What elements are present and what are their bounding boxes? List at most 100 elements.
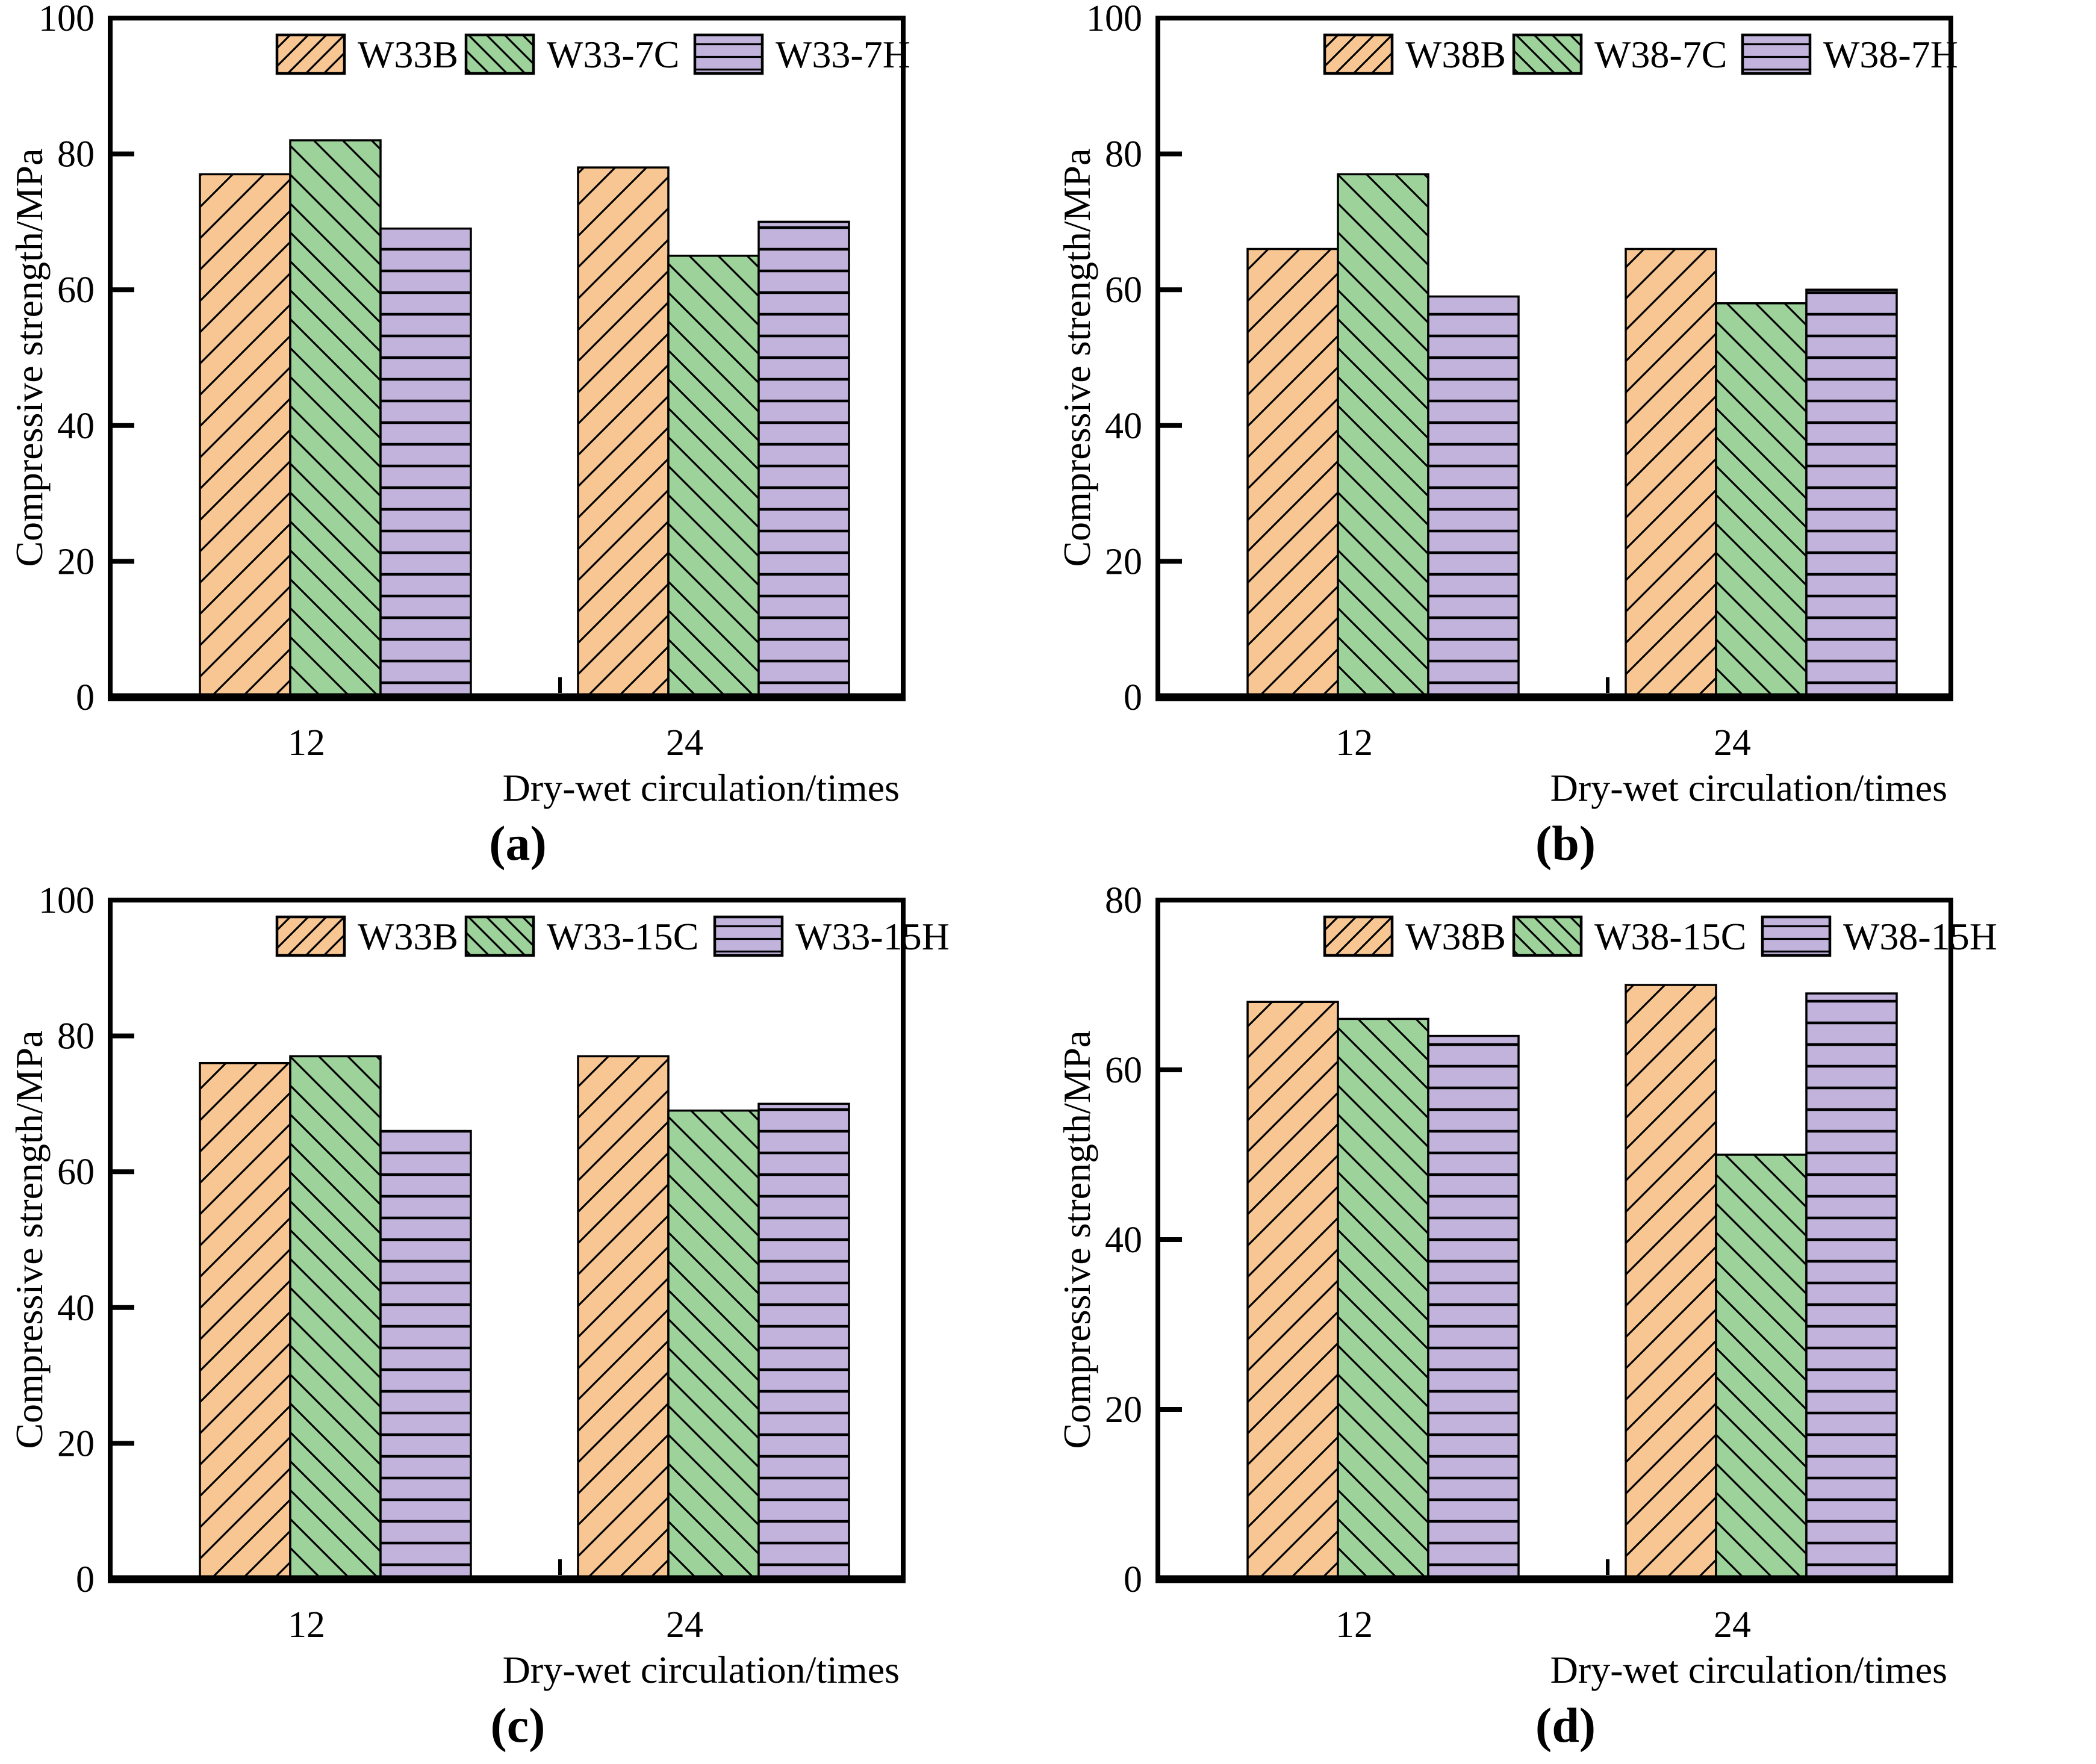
legend-label-W38B: W38B bbox=[1405, 915, 1506, 958]
y-tick-label-100: 100 bbox=[39, 0, 95, 39]
bar-W33B-24 bbox=[577, 1055, 670, 1580]
legend-label-W33-15H: W33-15H bbox=[795, 915, 950, 958]
bar-W33-7C-12 bbox=[289, 139, 382, 698]
y-tick-label-60: 60 bbox=[1105, 270, 1142, 311]
y-tick-label-80: 80 bbox=[1105, 882, 1142, 921]
x-axis-title: Dry-wet circulation/times bbox=[1550, 766, 1947, 809]
panel-caption-b: (b) bbox=[1535, 816, 1596, 871]
y-tick-label-0: 0 bbox=[76, 1559, 95, 1600]
legend-swatch-W33B bbox=[275, 915, 346, 957]
legend-label-W38-7H: W38-7H bbox=[1823, 33, 1958, 76]
bar-W38-7C-12 bbox=[1337, 173, 1429, 698]
bar-W38-15C-12 bbox=[1337, 1017, 1429, 1580]
y-tick-label-60: 60 bbox=[1105, 1050, 1142, 1091]
bar-W38B-24 bbox=[1625, 984, 1717, 1580]
x-tick-label-12: 12 bbox=[1336, 1604, 1373, 1645]
y-tick-label-80: 80 bbox=[57, 1016, 95, 1057]
y-tick-label-60: 60 bbox=[57, 1152, 95, 1193]
y-tick-label-60: 60 bbox=[57, 270, 95, 311]
bar-W38-15H-12 bbox=[1427, 1034, 1520, 1580]
bar-W33B-12 bbox=[199, 1061, 291, 1580]
x-axis-title: Dry-wet circulation/times bbox=[1550, 1648, 1947, 1691]
bar-W33-7C-24 bbox=[667, 255, 760, 698]
bar-W38-15C-24 bbox=[1715, 1154, 1808, 1580]
y-tick-label-20: 20 bbox=[1105, 1390, 1142, 1430]
y-axis-title: Compressive strength/MPa bbox=[8, 1030, 51, 1449]
legend-swatch-W38-7C bbox=[1512, 33, 1583, 75]
bar-W38B-24 bbox=[1625, 247, 1717, 698]
y-tick-label-80: 80 bbox=[1105, 134, 1142, 175]
legend-swatch-W33-7C bbox=[464, 33, 535, 75]
bar-W33B-12 bbox=[199, 173, 291, 698]
legend-label-W38-15H: W38-15H bbox=[1843, 915, 1997, 958]
y-tick-label-20: 20 bbox=[57, 541, 95, 582]
bar-W38-15H-24 bbox=[1805, 992, 1898, 1580]
y-tick-label-80: 80 bbox=[57, 134, 95, 175]
y-tick-label-40: 40 bbox=[1105, 1220, 1142, 1261]
bar-W33-7H-12 bbox=[379, 227, 472, 698]
panel-caption-c: (c) bbox=[490, 1698, 545, 1753]
x-tick-label-24: 24 bbox=[1714, 1604, 1751, 1645]
panel-c: 0 20 40 60 80 100 12 24 Dry-wet circulation/time… bbox=[0, 882, 1048, 1764]
legend-swatch-W38-15H bbox=[1761, 915, 1832, 957]
x-axis-title: Dry-wet circulation/times bbox=[503, 766, 900, 809]
legend-label-W33B: W33B bbox=[358, 33, 458, 76]
panel-caption-d: (d) bbox=[1535, 1698, 1596, 1753]
x-tick-label-12: 12 bbox=[288, 1604, 325, 1645]
y-axis-title: Compressive strength/MPa bbox=[8, 148, 51, 567]
x-axis-title: Dry-wet circulation/times bbox=[503, 1648, 900, 1691]
legend-label-W33-7H: W33-7H bbox=[776, 33, 910, 76]
panel-b: 0 20 40 60 80 100 12 24 Dry-wet circulation/time… bbox=[1048, 0, 2096, 882]
legend-swatch-W38B bbox=[1323, 33, 1394, 75]
legend-label-W38-15C: W38-15C bbox=[1594, 915, 1746, 958]
y-axis-title: Compressive strength/MPa bbox=[1056, 1030, 1098, 1449]
legend-label-W33-15C: W33-15C bbox=[547, 915, 698, 958]
legend-swatch-W38-7H bbox=[1741, 33, 1812, 75]
x-tick-label-24: 24 bbox=[666, 1604, 703, 1645]
bar-W38-7H-24 bbox=[1805, 288, 1898, 698]
x-tick-label-24: 24 bbox=[666, 722, 703, 763]
legend-label-W33-7C: W33-7C bbox=[547, 33, 679, 76]
panel-d: 0 20 40 60 80 12 24 Dry-wet circulation/times Co… bbox=[1048, 882, 2096, 1764]
y-tick-label-20: 20 bbox=[1105, 541, 1142, 582]
bar-W33-15C-24 bbox=[667, 1109, 760, 1580]
bar-W38-7H-12 bbox=[1427, 295, 1520, 698]
panel-a: 0 20 40 60 80 100 12 24 Dry-wet circulation/time… bbox=[0, 0, 1048, 882]
bar-W33B-24 bbox=[577, 166, 670, 698]
legend-swatch-W33-7H bbox=[693, 33, 764, 75]
bar-W33-15H-12 bbox=[379, 1129, 472, 1580]
legend-label-W33B: W33B bbox=[358, 915, 458, 958]
bar-W38-7C-24 bbox=[1715, 302, 1808, 698]
legend-label-W38-7C: W38-7C bbox=[1594, 33, 1727, 76]
y-tick-label-40: 40 bbox=[1105, 406, 1142, 447]
y-tick-label-0: 0 bbox=[1124, 677, 1142, 718]
bar-W38B-12 bbox=[1246, 1001, 1339, 1580]
legend-swatch-W33B bbox=[275, 33, 346, 75]
bar-W33-7H-24 bbox=[757, 220, 850, 698]
bar-W33-15H-24 bbox=[757, 1102, 850, 1580]
y-tick-label-0: 0 bbox=[76, 677, 95, 718]
legend-label-W38B: W38B bbox=[1405, 33, 1506, 76]
x-tick-label-12: 12 bbox=[1336, 722, 1373, 763]
y-tick-label-100: 100 bbox=[39, 882, 95, 921]
bar-W33-15C-12 bbox=[289, 1055, 382, 1580]
panel-caption-a: (a) bbox=[489, 816, 547, 871]
y-axis-title: Compressive strength/MPa bbox=[1056, 148, 1098, 567]
x-tick-label-24: 24 bbox=[1714, 722, 1751, 763]
legend-swatch-W38-15C bbox=[1512, 915, 1583, 957]
y-tick-label-20: 20 bbox=[57, 1423, 95, 1464]
y-tick-label-40: 40 bbox=[57, 1288, 95, 1329]
bar-W38B-12 bbox=[1246, 247, 1339, 698]
legend-swatch-W38B bbox=[1323, 915, 1394, 957]
legend-swatch-W33-15H bbox=[713, 915, 784, 957]
y-tick-label-0: 0 bbox=[1124, 1559, 1142, 1600]
y-tick-label-100: 100 bbox=[1086, 0, 1142, 39]
legend-swatch-W33-15C bbox=[464, 915, 535, 957]
y-tick-label-40: 40 bbox=[57, 406, 95, 447]
x-tick-label-12: 12 bbox=[288, 722, 325, 763]
